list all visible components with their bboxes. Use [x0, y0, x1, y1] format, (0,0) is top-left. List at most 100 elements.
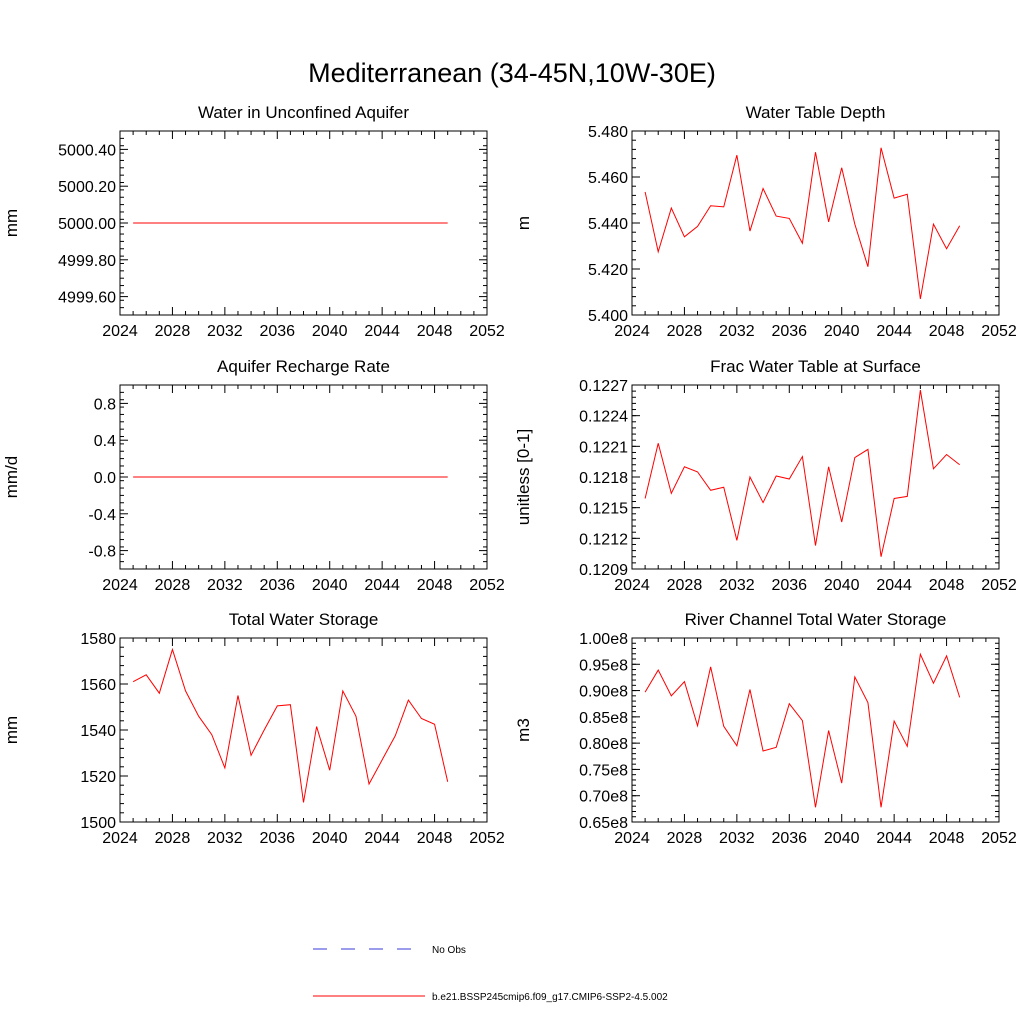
x-tick-label: 2024	[102, 323, 138, 340]
x-tick-label: 2044	[364, 323, 400, 340]
x-tick-label: 2032	[207, 323, 243, 340]
x-tick-label: 2052	[981, 577, 1017, 594]
x-tick-label: 2048	[417, 577, 453, 594]
y-tick-label: 0.1227	[579, 378, 628, 395]
plot-frame	[631, 130, 1000, 316]
x-tick-label: 2052	[469, 577, 505, 594]
panels: Water in Unconfined Aquifer mm 2024 2028 203…	[2, 103, 1017, 847]
y-tick-label: 4999.60	[58, 290, 116, 307]
x-tick-label: 2040	[312, 830, 348, 847]
x-tick-label: 2032	[207, 830, 243, 847]
y-tick-label: 5.440	[588, 216, 628, 233]
y-axis-label: m	[514, 216, 533, 230]
y-axis-label: unitless [0-1]	[514, 429, 533, 525]
x-tick-label: 2028	[667, 577, 703, 594]
x-tick-label: 2028	[155, 577, 191, 594]
y-tick-label: 5.480	[588, 124, 628, 141]
y-tick-label: 0.90e8	[579, 684, 628, 701]
y-tick-label: 5000.00	[58, 216, 116, 233]
series-line	[644, 390, 960, 557]
y-tick-label: 0.1224	[579, 409, 628, 426]
y-tick-label: 0.1218	[579, 470, 628, 487]
series-line	[644, 147, 961, 299]
legend-label-no-obs: No Obs	[432, 945, 466, 956]
y-tick-label: 0.0	[94, 470, 116, 487]
y-tick-label: 1540	[80, 723, 116, 740]
y-tick-label: 0.8	[94, 396, 116, 413]
plot-frame	[631, 384, 1000, 570]
x-tick-label: 2044	[364, 830, 400, 847]
plot-frame	[119, 637, 488, 823]
y-tick-label: 1580	[80, 631, 116, 648]
chart-panel-5: Total Water Storage mm 2024 2028 2032 2036 204…	[2, 610, 505, 847]
y-tick-label: 0.1209	[579, 562, 628, 579]
x-tick-label: 2040	[312, 323, 348, 340]
y-axis-label: mm	[2, 716, 21, 744]
x-tick-label: 2036	[259, 577, 295, 594]
series-line	[644, 652, 961, 808]
y-tick-label: 0.95e8	[579, 657, 628, 674]
x-tick-label: 2048	[929, 323, 965, 340]
x-tick-label: 2024	[102, 577, 138, 594]
x-tick-label: 2024	[614, 830, 650, 847]
x-tick-label: 2032	[719, 323, 755, 340]
y-tick-label: 0.1215	[579, 501, 628, 518]
x-tick-label: 2032	[207, 577, 243, 594]
chart-panel-6: River Channel Total Water Storage m3 2024 2…	[514, 610, 1017, 847]
x-tick-label: 2036	[771, 323, 807, 340]
y-tick-label: 1520	[80, 769, 116, 786]
x-tick-label: 2044	[876, 323, 912, 340]
x-tick-label: 2052	[469, 323, 505, 340]
panel-title: Frac Water Table at Surface	[710, 357, 921, 376]
panel-title: Aquifer Recharge Rate	[217, 357, 390, 376]
x-tick-label: 2052	[469, 830, 505, 847]
x-tick-label: 2048	[417, 830, 453, 847]
x-tick-label: 2048	[929, 830, 965, 847]
y-axis-label: mm/d	[2, 456, 21, 499]
x-tick-label: 2048	[417, 323, 453, 340]
y-tick-label: 0.70e8	[579, 789, 628, 806]
series-line	[132, 647, 449, 803]
x-tick-label: 2036	[259, 323, 295, 340]
plot-frame	[631, 637, 1000, 823]
y-tick-label: 5.420	[588, 262, 628, 279]
chart-panel-3: Aquifer Recharge Rate mm/d 2024 2028 2032 203…	[2, 357, 505, 594]
y-tick-label: 0.85e8	[579, 710, 628, 727]
y-tick-label: 0.1221	[579, 439, 628, 456]
y-tick-label: 4999.80	[58, 253, 116, 270]
y-tick-label: 0.1212	[579, 531, 628, 548]
x-tick-label: 2040	[312, 577, 348, 594]
panel-title: Water in Unconfined Aquifer	[198, 103, 409, 122]
y-tick-label: 1.00e8	[579, 631, 628, 648]
y-tick-label: 0.65e8	[579, 815, 628, 832]
y-tick-label: 5000.20	[58, 179, 116, 196]
x-tick-label: 2028	[667, 323, 703, 340]
x-tick-label: 2048	[929, 577, 965, 594]
y-tick-label: 0.4	[94, 433, 116, 450]
x-tick-label: 2044	[876, 830, 912, 847]
chart-panel-4: Frac Water Table at Surface unitless [0-1…	[514, 357, 1017, 594]
x-tick-label: 2032	[719, 830, 755, 847]
y-tick-label: 1560	[80, 677, 116, 694]
panel-title: River Channel Total Water Storage	[685, 610, 947, 629]
y-tick-label: -0.8	[88, 544, 116, 561]
x-tick-label: 2040	[824, 323, 860, 340]
x-tick-label: 2040	[824, 830, 860, 847]
y-tick-label: 5.460	[588, 170, 628, 187]
figure-title: Mediterranean (34-45N,10W-30E)	[308, 58, 716, 88]
x-tick-label: 2028	[667, 830, 703, 847]
chart-panel-2: Water Table Depth m 2024 2028 2032 2036 2040 20…	[514, 103, 1017, 340]
y-axis-label: m3	[514, 718, 533, 742]
y-tick-label: 5000.40	[58, 142, 116, 159]
x-tick-label: 2036	[771, 577, 807, 594]
x-tick-label: 2024	[102, 830, 138, 847]
y-tick-label: 1500	[80, 815, 116, 832]
x-tick-label: 2040	[824, 577, 860, 594]
panel-title: Water Table Depth	[746, 103, 886, 122]
x-tick-label: 2028	[155, 323, 191, 340]
x-tick-label: 2044	[876, 577, 912, 594]
x-tick-label: 2032	[719, 577, 755, 594]
y-tick-label: 0.75e8	[579, 762, 628, 779]
x-tick-label: 2024	[614, 323, 650, 340]
